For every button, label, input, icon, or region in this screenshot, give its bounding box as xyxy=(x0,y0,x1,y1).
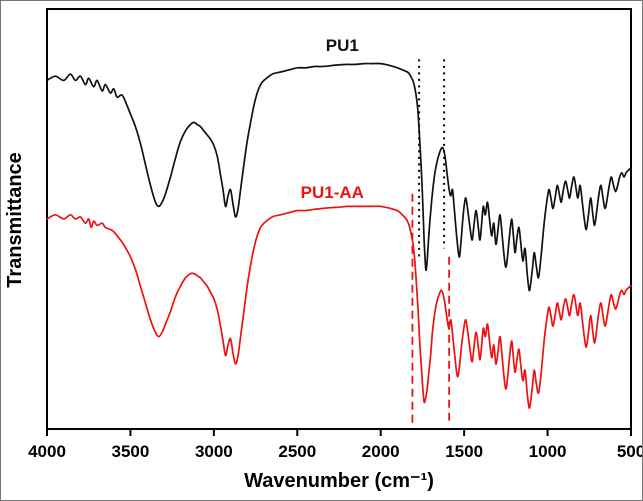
x-tick-label: 2000 xyxy=(362,442,400,461)
x-axis-title: Wavenumber (cm⁻¹) xyxy=(244,470,434,492)
x-tick-label: 3000 xyxy=(195,442,233,461)
x-tick-label: 1000 xyxy=(529,442,567,461)
y-axis-title: Transmittance xyxy=(4,152,26,288)
plot-area: 4000 3500 3000 2500 2000 1500 1000 500 PU1 PU1-AA xyxy=(28,8,642,461)
series-label-pu1: PU1 xyxy=(326,36,359,55)
x-tick-label: 500 xyxy=(617,442,642,461)
x-tick-label: 2500 xyxy=(278,442,316,461)
plot-frame xyxy=(46,8,632,430)
series-label-pu1-aa: PU1-AA xyxy=(301,183,364,202)
x-tick-label: 1500 xyxy=(445,442,483,461)
x-tick-label: 4000 xyxy=(28,442,66,461)
x-tick-label: 3500 xyxy=(112,442,150,461)
trace-pu1-aa xyxy=(46,205,632,409)
trace-pu1 xyxy=(46,62,632,292)
